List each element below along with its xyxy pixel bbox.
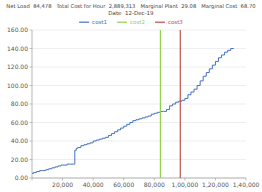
tick-label: 20.00 [11,156,28,163]
legend-swatch [117,22,127,23]
tick [30,141,33,142]
vertical-line [180,30,181,178]
grid-line [32,122,246,123]
legend-label: cost1 [92,19,107,25]
tick-label: 160.00 [7,26,28,33]
grid-line [32,159,246,160]
tick-label: 1,20,000 [202,181,229,188]
tick [30,30,33,31]
legend-item: cost2 [117,19,145,25]
legend-label: cost3 [168,19,183,25]
vertical-line [160,30,161,178]
tick [30,122,33,123]
y-axis-line [32,30,33,178]
grid-line [32,85,246,86]
grid-line [32,141,246,142]
tick [30,104,33,105]
tick-label: 100.00 [7,82,28,89]
tick-label: 140.00 [7,45,28,52]
title: Net Load 84,478 Total Cost for Hour 2,88… [6,3,255,10]
legend-item: cost1 [79,19,107,25]
tick-label: 40.00 [11,137,28,144]
tick [30,178,33,179]
tick [30,85,33,86]
legend: cost1 cost2 cost3 [79,19,183,25]
tick-label: 1,40,000 [233,181,260,188]
step-line [32,49,234,174]
plot-area [32,30,234,178]
tick [30,67,33,68]
tick-label: 0.00 [15,174,29,181]
grid-line [32,104,246,105]
tick-label: 40,000 [83,181,104,188]
grid-line [32,48,246,49]
tick-label: 80,000 [144,181,165,188]
grid-line [32,67,246,68]
tick-label: 1,00,000 [171,181,198,188]
legend-swatch [79,22,89,23]
tick-label: 120.00 [7,63,28,70]
tick-label: 80.00 [11,100,28,107]
tick [30,159,33,160]
tick [30,48,33,49]
x-axis-line [32,178,246,179]
chart: Net Load 84,478 Total Cost for Hour 2,88… [0,0,262,192]
grid-line [32,178,246,179]
grid-line [32,30,246,31]
tick-label: 20,000 [52,181,73,188]
axes: 0.00 20.00 40.00 60.00 80.00 100.00 120.00 140.… [7,26,260,188]
legend-item: cost3 [155,19,183,25]
subtitle: Date 12-Dec-19 [108,10,154,16]
legend-label: cost2 [130,19,145,25]
legend-swatch [155,22,165,23]
tick [32,178,33,181]
tick-label: 60.00 [11,119,28,126]
tick-label: 60,000 [113,181,134,188]
